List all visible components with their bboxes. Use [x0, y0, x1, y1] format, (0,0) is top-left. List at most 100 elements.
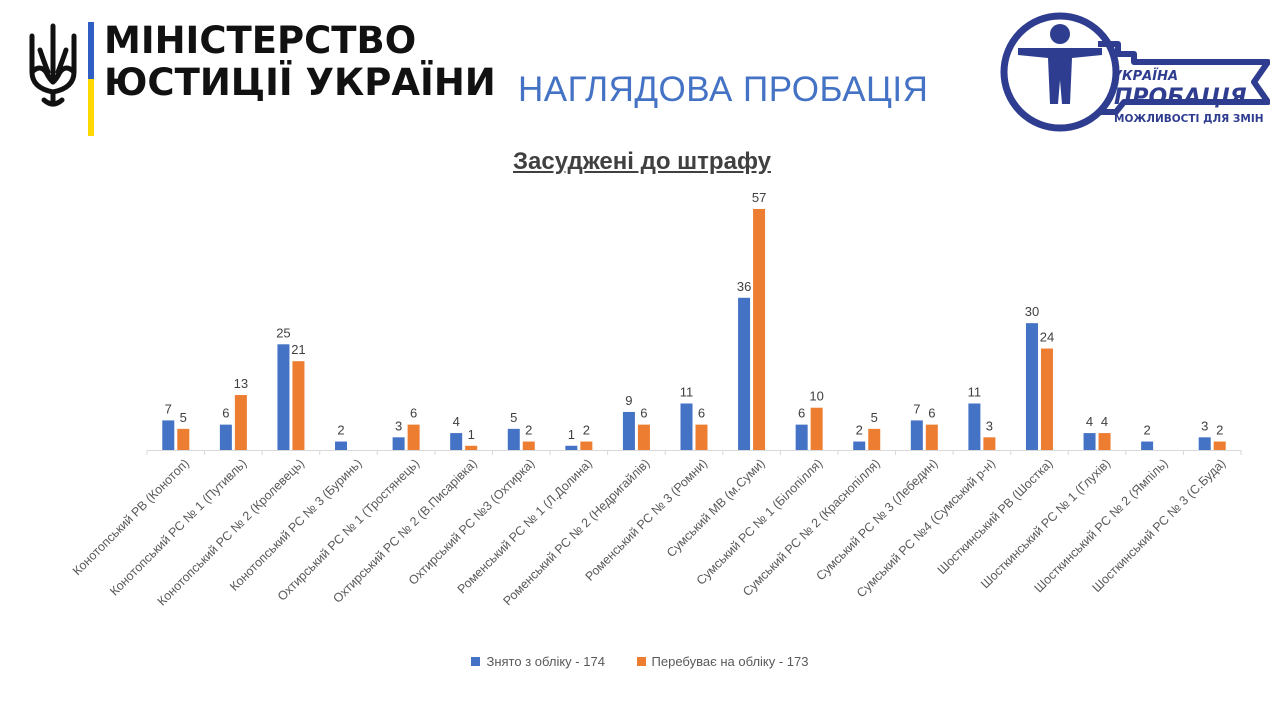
category-label: Конотопський РВ (Конотоп) [70, 456, 192, 578]
bar-series-1 [968, 403, 981, 450]
page-title: НАГЛЯДОВА ПРОБАЦІЯ [518, 70, 929, 109]
data-label-series-2: 6 [640, 406, 647, 421]
bar-series-1 [910, 420, 923, 450]
category-label: Роменський РС № 3 (Ромни) [583, 456, 711, 584]
trident-icon [29, 23, 77, 107]
data-label-series-1: 7 [913, 401, 920, 416]
bar-series-2 [637, 424, 650, 450]
data-label-series-1: 3 [395, 418, 402, 433]
bar-series-1 [565, 445, 578, 450]
legend-label-series-2: Перебуває на обліку - 173 [651, 653, 809, 669]
category-label: Шосткинський РВ (Шостка) [935, 456, 1056, 577]
bar-series-1 [680, 403, 693, 450]
data-label-series-1: 30 [1025, 304, 1039, 319]
data-label-series-1: 3 [1201, 418, 1208, 433]
data-label-series-2: 6 [928, 406, 935, 421]
ministry-line-2: ЮСТИЦІЇ УКРАЇНИ [104, 61, 496, 104]
category-label: Сумський РС № 1 (Білопілля) [694, 456, 826, 588]
data-label-series-2: 2 [1216, 423, 1223, 438]
bar-series-1 [450, 433, 463, 450]
data-label-series-1: 4 [1086, 414, 1093, 429]
data-label-series-1: 6 [798, 406, 805, 421]
data-label-series-1: 36 [737, 279, 751, 294]
bar-series-2 [695, 424, 708, 450]
chart-legend: Знято з обліку - 174 Перебуває на обліку… [0, 652, 1280, 669]
bar-series-2 [580, 441, 593, 450]
logo-tagline: МОЖЛИВОСТІ ДЛЯ ЗМІН [1114, 113, 1264, 125]
data-label-series-1: 2 [856, 423, 863, 438]
bar-series-2 [292, 361, 305, 450]
bar-series-2 [1098, 433, 1111, 450]
ministry-line-1: МІНІСТЕРСТВО [104, 19, 417, 62]
bar-series-2 [177, 428, 190, 450]
person-head-icon [1050, 24, 1070, 44]
data-label-series-2: 21 [291, 342, 305, 357]
data-label-series-2: 2 [583, 423, 590, 438]
data-label-series-1: 11 [968, 384, 982, 399]
bar-series-1 [507, 428, 520, 450]
data-label-series-1: 7 [165, 401, 172, 416]
logo-word-probation: ПРОБАЦІЯ [1114, 85, 1247, 110]
bar-series-2 [1040, 348, 1053, 450]
data-label-series-2: 4 [1101, 414, 1108, 429]
data-label-series-2: 6 [698, 406, 705, 421]
legend-swatch-series-2 [636, 656, 646, 666]
data-label-series-2: 1 [468, 427, 475, 442]
data-label-series-1: 25 [276, 325, 290, 340]
bar-series-1 [795, 424, 808, 450]
data-label-series-2: 10 [809, 389, 823, 404]
bar-series-1 [853, 441, 866, 450]
category-label: Сумський РС № 3 (Лебедин) [813, 456, 940, 583]
legend-item-series-1: Знято з обліку - 174 [471, 653, 605, 669]
bar-series-2 [983, 437, 996, 450]
data-label-series-1: 4 [453, 414, 460, 429]
flag-blue [88, 22, 94, 79]
bar-series-1 [738, 297, 751, 450]
bar-series-2 [522, 441, 535, 450]
data-label-series-1: 6 [222, 406, 229, 421]
bar-series-2 [868, 428, 881, 450]
data-label-series-2: 5 [871, 410, 878, 425]
data-label-series-1: 5 [510, 410, 517, 425]
bar-series-2 [1213, 441, 1226, 450]
data-label-series-1: 11 [680, 384, 694, 399]
bar-series-2 [407, 424, 420, 450]
flag-bar [88, 22, 94, 136]
bar-series-2 [810, 407, 823, 450]
data-label-series-1: 2 [1144, 423, 1151, 438]
ministry-logo: МІНІСТЕРСТВО ЮСТИЦІЇ УКРАЇНИ [26, 20, 496, 140]
data-label-series-2: 6 [410, 406, 417, 421]
category-label: Охтирський РС №3 (Охтирка) [406, 456, 537, 587]
logo-word-ukraine: УКРАЇНА [1112, 68, 1178, 84]
data-label-series-1: 9 [625, 393, 632, 408]
legend-swatch-series-1 [471, 656, 481, 666]
data-label-series-2: 3 [986, 418, 993, 433]
data-label-series-2: 13 [234, 376, 248, 391]
bar-series-1 [1083, 433, 1096, 450]
data-label-series-2: 57 [752, 190, 766, 205]
chart-title: Засуджені до штрафу [0, 148, 1280, 176]
data-label-series-2: 24 [1040, 330, 1054, 345]
bar-series-1 [1198, 437, 1211, 450]
chart-title-text: Засуджені до штрафу [513, 148, 771, 175]
bar-series-1 [219, 424, 232, 450]
bar-series-1 [277, 344, 290, 450]
bar-series-1 [392, 437, 405, 450]
probation-logo: УКРАЇНА ПРОБАЦІЯ МОЖЛИВОСТІ ДЛЯ ЗМІН [1000, 12, 1270, 132]
legend-label-series-1: Знято з обліку - 174 [486, 653, 605, 669]
bar-series-1 [1025, 323, 1038, 450]
category-label: Сумський МВ (м.Суми) [664, 456, 768, 560]
bar-series-2 [465, 445, 478, 450]
ministry-name: МІНІСТЕРСТВО ЮСТИЦІЇ УКРАЇНИ [104, 20, 496, 104]
bar-series-2 [234, 395, 247, 450]
data-label-series-2: 5 [180, 410, 187, 425]
legend-item-series-2: Перебуває на обліку - 173 [636, 653, 809, 669]
bar-series-1 [622, 411, 635, 450]
bar-series-2 [753, 209, 766, 450]
data-label-series-2: 2 [525, 423, 532, 438]
bar-series-1 [335, 441, 348, 450]
flag-yellow [88, 79, 94, 136]
data-label-series-1: 1 [568, 427, 575, 442]
data-label-series-1: 2 [337, 423, 344, 438]
